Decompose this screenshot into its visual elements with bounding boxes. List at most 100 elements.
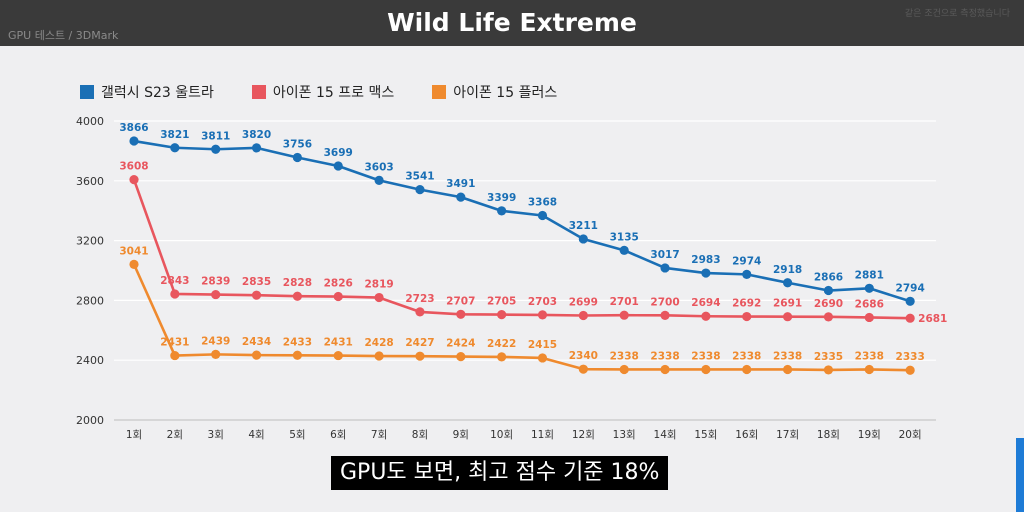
data-label: 3608 bbox=[119, 161, 148, 173]
x-tick-label: 2회 bbox=[167, 429, 183, 441]
data-label: 2707 bbox=[446, 295, 475, 307]
data-label: 2692 bbox=[732, 298, 761, 310]
data-point bbox=[660, 310, 670, 320]
data-label: 2690 bbox=[814, 298, 843, 310]
header-note: 같은 조건으로 측정했습니다 bbox=[904, 9, 1010, 19]
data-point bbox=[619, 310, 629, 320]
legend-item-s23-ultra: 갤럭시 S23 울트라 bbox=[80, 82, 214, 102]
data-point bbox=[864, 364, 874, 375]
data-point bbox=[129, 259, 139, 269]
data-label: 2427 bbox=[405, 337, 434, 349]
data-label: 2705 bbox=[487, 296, 516, 308]
x-tick-label: 4회 bbox=[248, 429, 264, 441]
data-label: 2338 bbox=[732, 350, 761, 362]
legend-item-iphone15-plus: 아이폰 15 플러스 bbox=[432, 82, 557, 102]
data-point bbox=[864, 312, 874, 323]
data-point bbox=[456, 352, 466, 362]
data-label: 2703 bbox=[528, 296, 557, 308]
x-tick-label: 16회 bbox=[735, 429, 758, 441]
data-label: 2422 bbox=[487, 338, 516, 350]
data-point bbox=[823, 365, 834, 375]
data-point bbox=[905, 296, 915, 306]
data-label: 2983 bbox=[691, 254, 720, 266]
data-point bbox=[251, 143, 262, 153]
data-point bbox=[537, 353, 548, 363]
data-point bbox=[292, 350, 302, 360]
data-point bbox=[701, 311, 711, 321]
data-point bbox=[660, 263, 670, 273]
data-point bbox=[129, 175, 139, 185]
data-point bbox=[823, 312, 834, 322]
series-line bbox=[133, 139, 911, 303]
x-tick-label: 8회 bbox=[412, 429, 428, 441]
x-tick-label: 10회 bbox=[490, 429, 513, 441]
data-point bbox=[374, 351, 384, 361]
data-label: 3541 bbox=[405, 171, 434, 183]
data-label: 2433 bbox=[283, 336, 312, 348]
data-point bbox=[170, 289, 180, 299]
data-label: 3603 bbox=[364, 161, 393, 173]
data-point bbox=[537, 210, 548, 221]
title-bar bbox=[0, 0, 1024, 46]
data-point bbox=[701, 268, 711, 278]
data-label: 2699 bbox=[569, 296, 598, 308]
data-label: 3699 bbox=[324, 147, 353, 159]
data-point bbox=[537, 310, 548, 320]
x-tick-label: 6회 bbox=[330, 429, 346, 441]
data-label: 2819 bbox=[364, 279, 393, 291]
data-label: 2974 bbox=[732, 255, 761, 267]
data-label: 2694 bbox=[691, 297, 720, 309]
data-point bbox=[415, 307, 425, 317]
legend-swatch bbox=[80, 85, 94, 99]
data-point bbox=[742, 364, 752, 375]
data-point bbox=[374, 292, 384, 303]
data-label: 3491 bbox=[446, 178, 475, 190]
x-tick-label: 3회 bbox=[208, 429, 224, 441]
data-label: 3041 bbox=[119, 245, 148, 257]
data-label: 2439 bbox=[201, 335, 230, 347]
data-label: 2686 bbox=[855, 298, 884, 310]
data-point bbox=[578, 310, 588, 321]
data-label: 2918 bbox=[773, 264, 802, 276]
data-label: 3368 bbox=[528, 196, 557, 208]
data-label: 2681 bbox=[918, 313, 947, 325]
data-point bbox=[660, 364, 670, 375]
data-label: 2340 bbox=[569, 350, 598, 362]
data-point bbox=[905, 313, 915, 323]
data-point bbox=[619, 245, 629, 255]
scroll-accent-bar bbox=[1016, 438, 1024, 512]
legend-label: 갤럭시 S23 울트라 bbox=[101, 85, 214, 101]
data-point bbox=[578, 364, 588, 374]
series-line bbox=[132, 263, 911, 372]
data-label: 2835 bbox=[242, 276, 271, 288]
data-label: 2794 bbox=[896, 282, 925, 294]
data-label: 2338 bbox=[855, 350, 884, 362]
data-point bbox=[251, 290, 262, 300]
legend-label: 아이폰 15 플러스 bbox=[453, 85, 558, 101]
legend-label: 아이폰 15 프로 맥스 bbox=[272, 85, 395, 101]
chart-legend: 갤럭시 S23 울트라 아이폰 15 프로 맥스 아이폰 15 플러스 bbox=[80, 82, 595, 102]
data-point bbox=[415, 185, 425, 195]
data-label: 2843 bbox=[160, 275, 189, 287]
data-point bbox=[170, 143, 180, 153]
y-tick-label: 2400 bbox=[76, 354, 104, 367]
data-label: 2700 bbox=[650, 296, 679, 308]
page-title: Wild Life Extreme bbox=[387, 8, 637, 37]
data-point bbox=[578, 234, 588, 244]
data-label: 2335 bbox=[814, 351, 843, 363]
data-label: 2424 bbox=[446, 338, 475, 350]
data-point bbox=[211, 144, 221, 154]
x-tick-label: 12회 bbox=[572, 429, 595, 441]
data-label: 2431 bbox=[324, 337, 353, 349]
legend-item-iphone15-pro-max: 아이폰 15 프로 맥스 bbox=[251, 82, 395, 102]
data-point bbox=[823, 285, 834, 296]
data-point bbox=[251, 350, 262, 360]
x-tick-label: 20회 bbox=[899, 429, 922, 441]
x-tick-label: 18회 bbox=[817, 429, 840, 441]
data-label: 3211 bbox=[569, 220, 598, 232]
data-label: 2428 bbox=[364, 337, 393, 349]
data-point bbox=[415, 351, 425, 361]
data-point bbox=[864, 283, 874, 293]
data-label: 2691 bbox=[773, 298, 802, 310]
